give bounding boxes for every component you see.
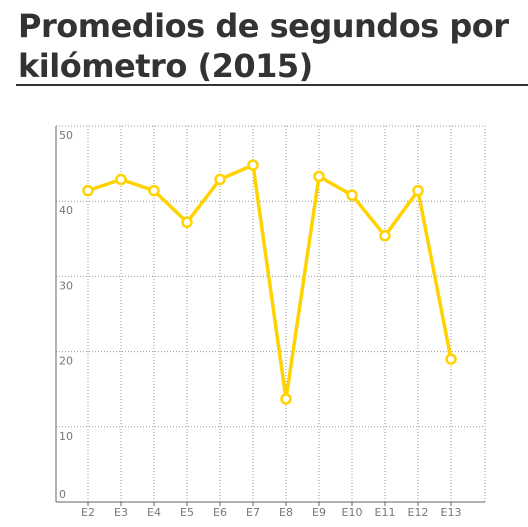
data-point — [181, 216, 193, 229]
data-point — [346, 189, 358, 201]
x-tick-label: E10 — [342, 506, 363, 519]
grid — [56, 125, 486, 502]
y-tick-label: 30 — [59, 279, 73, 292]
title-underline — [16, 84, 528, 86]
data-point — [82, 184, 94, 197]
x-tick-label: E4 — [147, 506, 161, 519]
x-tick-label: E6 — [213, 506, 227, 519]
x-tick-label: E13 — [441, 506, 462, 519]
y-tick-label: 0 — [59, 488, 66, 501]
y-tick-label: 50 — [59, 129, 73, 142]
data-point — [247, 159, 259, 171]
data-point — [148, 184, 160, 197]
x-tick-label: E12 — [408, 506, 429, 519]
x-tick-label: E2 — [81, 506, 95, 519]
data-series — [82, 159, 457, 405]
x-tick-label: E3 — [114, 506, 128, 519]
data-point — [412, 184, 424, 197]
x-tick-label: E5 — [180, 506, 194, 519]
data-point — [313, 170, 325, 183]
data-point — [214, 173, 226, 186]
data-point — [280, 393, 292, 405]
y-tick-labels: 0 10 20 30 40 50 — [59, 129, 73, 501]
data-point — [379, 230, 391, 242]
axes — [55, 126, 485, 506]
y-tick-label: 10 — [59, 430, 73, 443]
x-tick-label: E9 — [312, 506, 326, 519]
x-tick-label: E7 — [246, 506, 260, 519]
x-tick-labels: E2 E3 E4 E5 E6 E7 E8 E9 E10 E11 E12 E13 — [81, 506, 461, 519]
data-point — [115, 173, 127, 186]
y-tick-label: 20 — [59, 355, 73, 368]
series-line — [86, 163, 453, 401]
x-tick-label: E11 — [375, 506, 396, 519]
y-tick-label: 40 — [59, 204, 73, 217]
data-point — [445, 353, 457, 365]
x-tick-label: E8 — [279, 506, 293, 519]
chart-title: Promedios de segundos por kilómetro (201… — [18, 7, 509, 85]
